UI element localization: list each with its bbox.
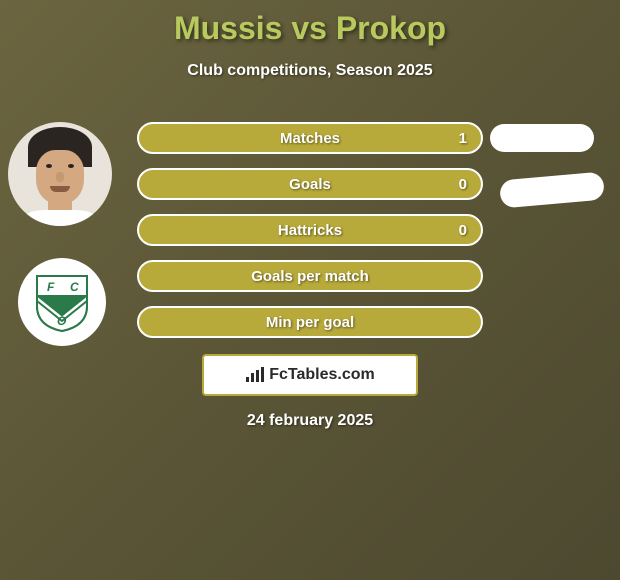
stat-row-hattricks: Hattricks 0 [137,214,483,246]
stat-label: Goals per match [139,268,481,285]
page-subtitle: Club competitions, Season 2025 [0,62,620,80]
shield-icon: F C O [32,271,92,333]
date-label: 24 february 2025 [0,412,620,430]
stat-value: 0 [459,222,467,239]
chart-icon [245,367,265,383]
stat-label: Min per goal [139,314,481,331]
stat-label: Matches [139,130,481,147]
page-title: Mussis vs Prokop [0,0,620,47]
stat-row-goals: Goals 0 [137,168,483,200]
stat-value: 1 [459,130,467,147]
comparison-pill-2 [499,172,605,209]
player-avatar [8,122,112,226]
stat-row-matches: Matches 1 [137,122,483,154]
comparison-pill-1 [490,124,594,152]
stat-row-mpg: Min per goal [137,306,483,338]
svg-text:F: F [47,280,55,294]
svg-text:C: C [70,280,79,294]
brand-label: FcTables.com [269,366,375,384]
stat-value: 0 [459,176,467,193]
svg-text:O: O [57,314,67,328]
stat-label: Hattricks [139,222,481,239]
stats-list: Matches 1 Goals 0 Hattricks 0 Goals per … [137,122,483,352]
stat-label: Goals [139,176,481,193]
stat-row-gpm: Goals per match [137,260,483,292]
brand-badge: FcTables.com [202,354,418,396]
club-logo: F C O [18,258,106,346]
